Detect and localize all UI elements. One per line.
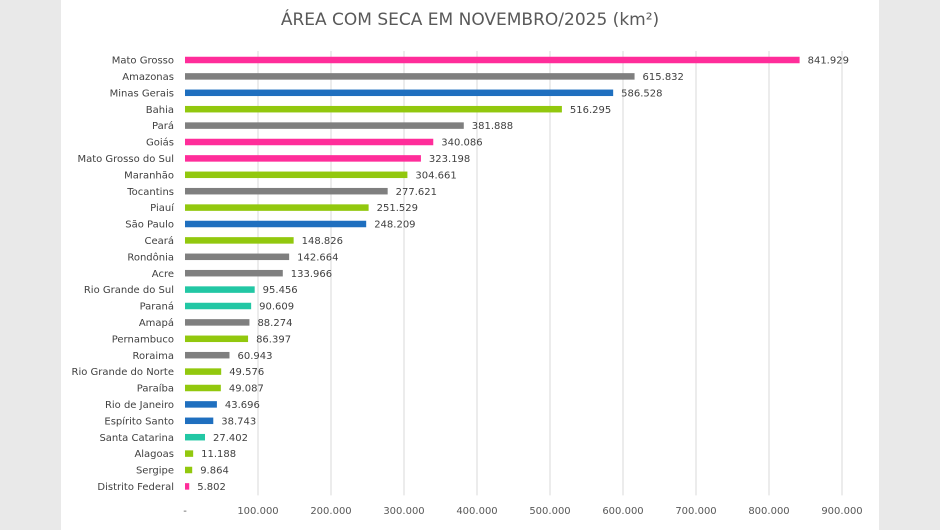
- category-label: Santa Catarina: [99, 433, 174, 444]
- category-label: Distrito Federal: [97, 482, 174, 493]
- bar: [185, 319, 250, 326]
- bar: [185, 171, 408, 179]
- category-label: Roraima: [132, 351, 174, 362]
- bar-chart: - 100.000 200.000 300.000 400.000 500.000 600.…: [72, 51, 863, 517]
- bar: [185, 220, 367, 228]
- bar: [185, 269, 283, 277]
- category-label: Ceará: [144, 235, 174, 247]
- data-label: 9.864: [200, 466, 229, 477]
- category-label: Bahia: [146, 105, 174, 116]
- data-label: 95.456: [263, 285, 298, 296]
- data-label: 49.087: [229, 384, 264, 395]
- data-label: 43.696: [225, 400, 260, 411]
- x-tick-label: 200.000: [310, 506, 351, 517]
- data-label: 615.832: [643, 72, 684, 83]
- category-label: Amazonas: [122, 72, 174, 83]
- data-label: 38.743: [221, 416, 256, 427]
- category-label: Alagoas: [134, 449, 174, 460]
- category-label: Acre: [152, 269, 174, 280]
- category-label: Piauí: [150, 202, 175, 214]
- x-tick-label: 700.000: [675, 506, 716, 517]
- x-tick-label: -: [183, 506, 187, 517]
- data-label: 248.209: [374, 220, 415, 231]
- bar: [185, 253, 290, 261]
- x-tick-label: 800.000: [748, 506, 789, 517]
- category-label: Sergipe: [136, 466, 174, 477]
- bar: [185, 401, 217, 408]
- category-label: Minas Gerais: [110, 88, 174, 99]
- bar: [185, 450, 194, 457]
- data-label: 148.826: [302, 236, 343, 247]
- category-label: Maranhão: [124, 170, 174, 181]
- data-label: 841.929: [808, 56, 849, 67]
- category-label: Amapá: [139, 317, 174, 329]
- data-label: 90.609: [259, 302, 294, 313]
- data-label: 251.529: [377, 203, 418, 214]
- data-label: 11.188: [201, 449, 236, 460]
- x-tick-label: 100.000: [237, 506, 278, 517]
- bar: [185, 286, 255, 293]
- category-label: São Paulo: [125, 220, 174, 231]
- category-label: Pará: [152, 120, 174, 132]
- data-label: 304.661: [415, 170, 456, 181]
- data-label: 88.274: [257, 318, 292, 329]
- category-label: Tocantins: [126, 187, 174, 198]
- category-label: Goiás: [146, 137, 174, 149]
- data-label: 133.966: [291, 269, 332, 280]
- category-label: Paraíba: [137, 383, 174, 395]
- bar: [185, 89, 614, 97]
- bar: [185, 155, 421, 162]
- data-label: 381.888: [472, 121, 513, 132]
- x-tick-label: 900.000: [821, 506, 862, 517]
- bar: [185, 138, 434, 146]
- x-tick-label: 500.000: [529, 506, 570, 517]
- bar: [185, 417, 214, 425]
- bar: [185, 483, 190, 490]
- bar: [185, 433, 206, 441]
- category-label: Paraná: [140, 301, 174, 313]
- data-label: 86.397: [256, 334, 291, 345]
- bar: [185, 351, 230, 359]
- data-label: 340.086: [441, 138, 482, 149]
- bar: [185, 105, 562, 113]
- bar: [185, 122, 464, 129]
- bar: [185, 335, 249, 343]
- category-label: Espírito Santo: [104, 415, 174, 427]
- bar: [185, 187, 388, 195]
- chart-title: ÁREA COM SECA EM NOVEMBRO/2025 (km²): [280, 10, 660, 30]
- chart-panel: ÁREA COM SECA EM NOVEMBRO/2025 (km²) - 10…: [61, 0, 879, 530]
- category-label: Mato Grosso do Sul: [77, 154, 174, 165]
- bar: [185, 73, 635, 80]
- x-tick-label: 600.000: [602, 506, 643, 517]
- category-label: Rondônia: [127, 251, 174, 263]
- x-tick-label: 300.000: [383, 506, 424, 517]
- bar: [185, 204, 369, 211]
- bar: [185, 56, 800, 64]
- category-label: Rio Grande do Sul: [84, 285, 174, 296]
- bar: [185, 384, 221, 392]
- data-label: 60.943: [237, 351, 272, 362]
- data-label: 323.198: [429, 154, 470, 165]
- bar: [185, 466, 193, 474]
- category-label: Rio Grande do Norte: [72, 367, 174, 378]
- bar: [185, 237, 294, 244]
- data-label: 49.576: [229, 367, 264, 378]
- data-label: 277.621: [396, 187, 437, 198]
- x-tick-label: 400.000: [456, 506, 497, 517]
- category-label: Pernambuco: [112, 334, 174, 345]
- bar: [185, 368, 222, 375]
- data-label: 516.295: [570, 105, 611, 116]
- data-label: 142.664: [297, 252, 338, 263]
- category-label: Mato Grosso: [112, 56, 174, 67]
- bar: [185, 302, 252, 310]
- category-label: Rio de Janeiro: [105, 400, 174, 411]
- data-label: 5.802: [197, 482, 226, 493]
- data-label: 27.402: [213, 433, 248, 444]
- data-label: 586.528: [621, 88, 662, 99]
